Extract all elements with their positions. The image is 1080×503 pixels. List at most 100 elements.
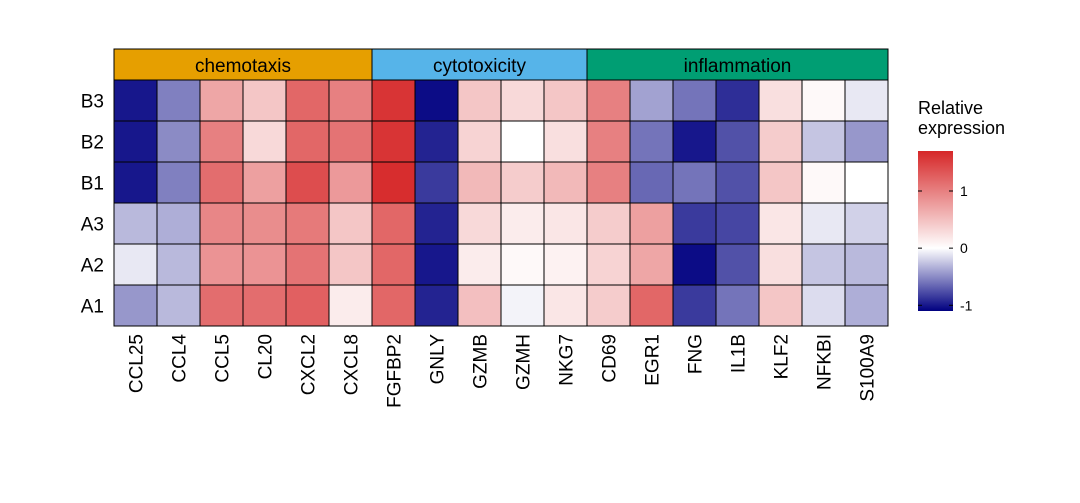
row-label-A3: A3 — [81, 215, 104, 236]
heatmap-cell-A3-GZMH — [500, 202, 545, 245]
heatmap-cell-B3-GNLY — [414, 79, 459, 122]
heatmap-cell-A2-GZMH — [500, 243, 545, 286]
legend-tick-label: -1 — [960, 297, 973, 313]
heatmap-cell-A2-CXCL8 — [328, 243, 373, 286]
heatmap-cell-A2-NFKBI — [801, 243, 846, 286]
heatmap-cell-A3-CL20 — [242, 202, 287, 245]
column-labels: CCL25 CCL4 CCL5 CL20 CXCL2 CXCL8 FGFBP2 GNLY GZM… — [127, 334, 879, 408]
column-label-CL20: CL20 — [256, 334, 277, 379]
heatmap-cell-B2-CXCL8 — [328, 120, 373, 163]
heatmap-cell-B1-FGFBP2 — [371, 161, 416, 204]
heatmap-cell-A2-GNLY — [414, 243, 459, 286]
heatmap-cell-B3-EGR1 — [629, 79, 674, 122]
group-label-cytotoxicity: cytotoxicity — [433, 56, 526, 77]
heatmap-cell-A1-CL20 — [242, 284, 287, 327]
heatmap-cell-B3-CD69 — [586, 79, 631, 122]
column-label-NFKBI: NFKBI — [815, 334, 836, 390]
heatmap-cell-A3-CD69 — [586, 202, 631, 245]
row-label-B1: B1 — [81, 174, 104, 195]
heatmap-cell-B1-IL1B — [715, 161, 760, 204]
heatmap-cell-B2-NFKBI — [801, 120, 846, 163]
heatmap-cell-B2-GNLY — [414, 120, 459, 163]
heatmap-cell-B3-IL1B — [715, 79, 760, 122]
heatmap-cell-A2-GZMB — [457, 243, 502, 286]
column-label-FNG: FNG — [686, 334, 707, 374]
heatmap-cell-A1-CXCL2 — [285, 284, 330, 327]
row-label-A1: A1 — [81, 297, 104, 318]
heatmap-cell-A1-CCL4 — [156, 284, 201, 327]
heatmap-cell-B3-CCL5 — [199, 79, 244, 122]
heatmap-cell-A2-CXCL2 — [285, 243, 330, 286]
heatmap-cell-B1-FNG — [672, 161, 717, 204]
heatmap-cell-A3-GZMB — [457, 202, 502, 245]
heatmap-cell-A1-GZMB — [457, 284, 502, 327]
heatmap-cell-B3-CL20 — [242, 79, 287, 122]
heatmap-cell-B1-CCL25 — [113, 161, 158, 204]
heatmap-cell-B1-CXCL2 — [285, 161, 330, 204]
heatmap-cell-A3-CCL5 — [199, 202, 244, 245]
heatmap-cell-A2-IL1B — [715, 243, 760, 286]
heatmap-cell-B1-NFKBI — [801, 161, 846, 204]
column-label-CXCL8: CXCL8 — [342, 334, 363, 395]
heatmap-cell-A2-FNG — [672, 243, 717, 286]
column-label-FGFBP2: FGFBP2 — [385, 334, 406, 408]
heatmap-cell-A2-NKG7 — [543, 243, 588, 286]
heatmap-cell-B3-GZMB — [457, 79, 502, 122]
heatmap-cell-B1-NKG7 — [543, 161, 588, 204]
legend-tick-label: 1 — [960, 183, 968, 199]
heatmap-cell-B3-FNG — [672, 79, 717, 122]
column-label-KLF2: KLF2 — [772, 334, 793, 379]
column-label-IL1B: IL1B — [729, 334, 750, 373]
heatmap-cell-A3-FNG — [672, 202, 717, 245]
column-label-S100A9: S100A9 — [858, 334, 879, 402]
heatmap-cell-A3-NFKBI — [801, 202, 846, 245]
heatmap-cell-A1-EGR1 — [629, 284, 674, 327]
heatmap-cell-A3-KLF2 — [758, 202, 803, 245]
heatmap-cell-B3-NFKBI — [801, 79, 846, 122]
column-label-CD69: CD69 — [600, 334, 621, 383]
heatmap-cell-B1-GZMH — [500, 161, 545, 204]
heatmap-cell-B3-S100A9 — [844, 79, 889, 122]
heatmap-cell-A2-FGFBP2 — [371, 243, 416, 286]
heatmap-cell-B2-GZMB — [457, 120, 502, 163]
heatmap-cell-B1-CCL4 — [156, 161, 201, 204]
heatmap-cell-A3-FGFBP2 — [371, 202, 416, 245]
legend-color-bar — [918, 151, 953, 311]
column-label-GZMH: GZMH — [514, 334, 535, 390]
heatmap-cell-B1-CD69 — [586, 161, 631, 204]
heatmap-cell-B1-EGR1 — [629, 161, 674, 204]
legend-title-line: Relative — [918, 98, 983, 118]
heatmap-cell-B2-CL20 — [242, 120, 287, 163]
column-label-GNLY: GNLY — [428, 334, 449, 385]
heatmap-cell-A1-CCL5 — [199, 284, 244, 327]
heatmap-cell-A2-KLF2 — [758, 243, 803, 286]
heatmap-cell-A3-EGR1 — [629, 202, 674, 245]
column-label-CCL5: CCL5 — [213, 334, 234, 383]
legend-tick-label: 0 — [960, 240, 968, 256]
column-label-CCL25: CCL25 — [127, 334, 148, 393]
column-label-CXCL2: CXCL2 — [299, 334, 320, 395]
heatmap-cell-B3-CCL25 — [113, 79, 158, 122]
heatmap-cell-A2-CL20 — [242, 243, 287, 286]
heatmap-cell-B3-KLF2 — [758, 79, 803, 122]
column-label-GZMB: GZMB — [471, 334, 492, 389]
heatmap-cell-A3-IL1B — [715, 202, 760, 245]
heatmap-cell-B2-CCL5 — [199, 120, 244, 163]
heatmap-cell-B1-CXCL8 — [328, 161, 373, 204]
heatmap-cell-A1-CCL25 — [113, 284, 158, 327]
heatmap-cell-B2-CCL4 — [156, 120, 201, 163]
group-header-band: chemotaxis cytotoxicity inflammation — [113, 48, 889, 81]
heatmap-cell-A1-GNLY — [414, 284, 459, 327]
group-label-chemotaxis: chemotaxis — [195, 56, 291, 77]
heatmap-cell-B2-CD69 — [586, 120, 631, 163]
heatmap-cell-B2-S100A9 — [844, 120, 889, 163]
heatmap-cell-A1-GZMH — [500, 284, 545, 327]
heatmap-cell-B1-GZMB — [457, 161, 502, 204]
heatmap-cell-B2-EGR1 — [629, 120, 674, 163]
heatmap-cell-B2-FGFBP2 — [371, 120, 416, 163]
heatmap-cell-A1-CD69 — [586, 284, 631, 327]
group-header-chemotaxis — [113, 48, 373, 81]
heatmap-cells — [113, 79, 889, 327]
